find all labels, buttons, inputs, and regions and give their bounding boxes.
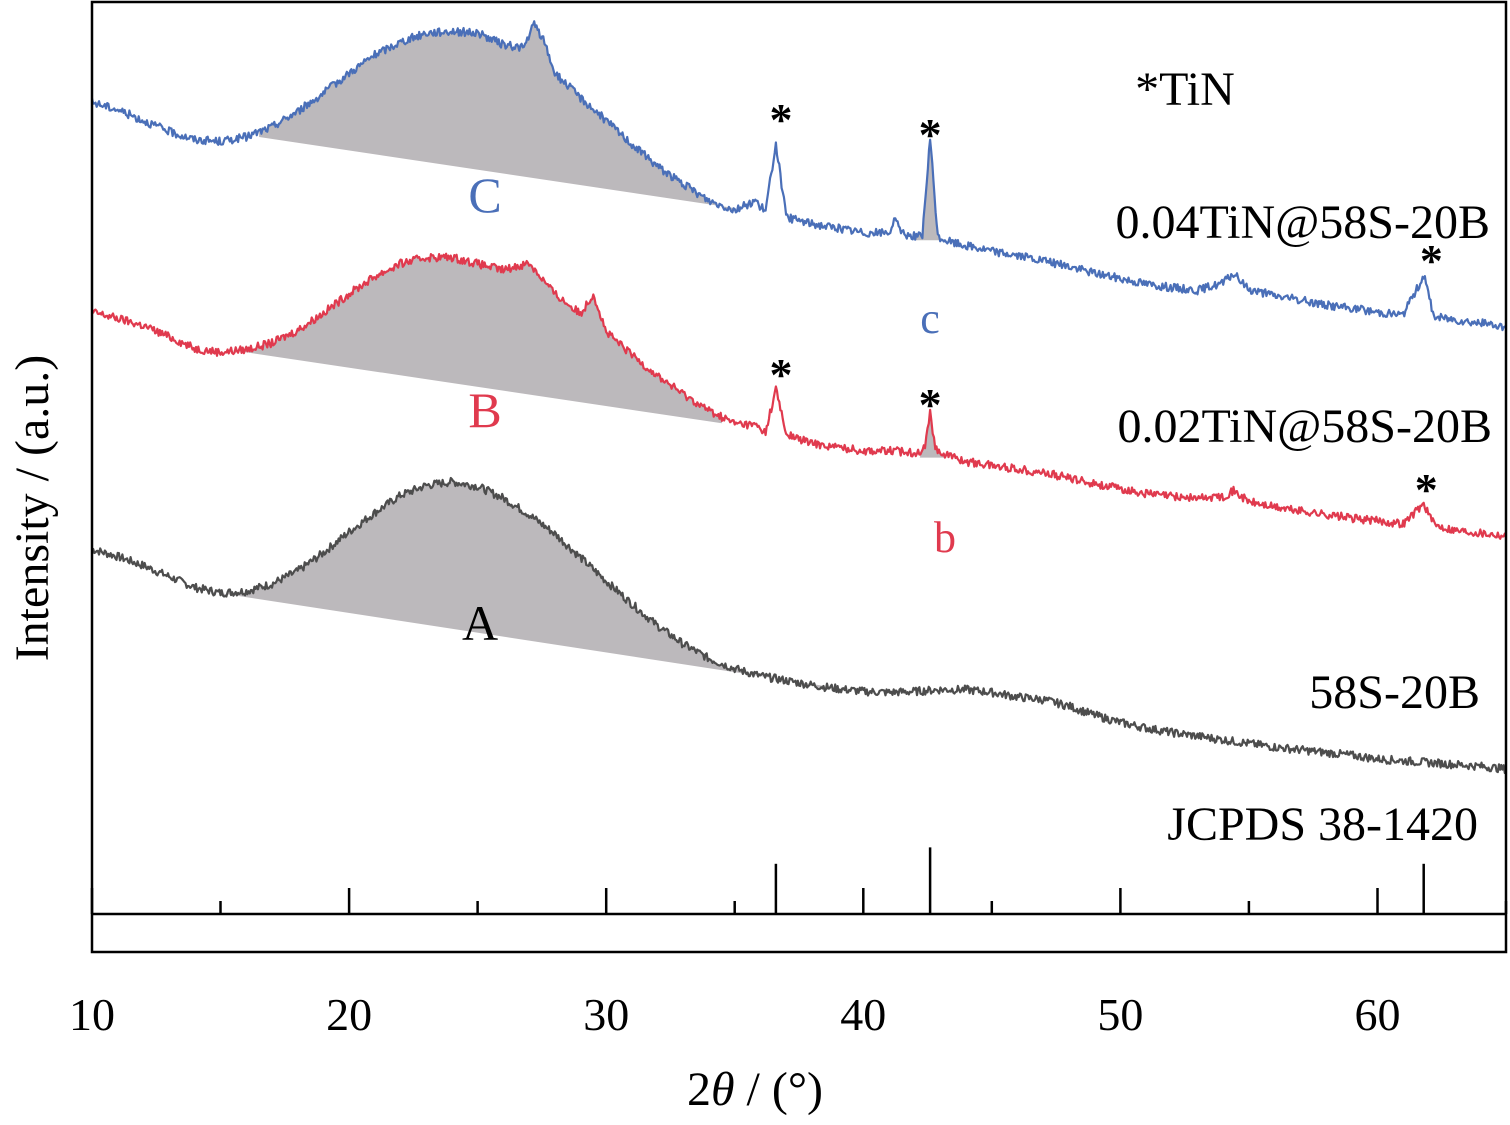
crystalline-label-c: c: [920, 294, 940, 343]
x-axis-ticks: 10 20 30 40 50 60: [69, 888, 1508, 1040]
crystalline-region-c: [914, 139, 946, 242]
series-lines: [90, 20, 1508, 775]
tin-marker-legend: *TiN: [1135, 63, 1235, 116]
amorphous-region-B: [233, 253, 722, 424]
reference-peaks: [774, 847, 1425, 914]
x-tick-label: 20: [326, 989, 372, 1040]
x-tick-label: 50: [1097, 989, 1143, 1040]
series-line-0: [91, 476, 1508, 775]
amorphous-label-C: C: [468, 167, 501, 223]
amorphous-label-A: A: [462, 595, 498, 651]
tin-marker: *: [919, 109, 942, 160]
amorphous-label-B: B: [468, 382, 501, 438]
x-tick-label: 60: [1355, 989, 1401, 1040]
amorphous-region-A: [207, 478, 825, 691]
x-tick-label: 40: [840, 989, 886, 1040]
series-line-1: [91, 252, 1507, 540]
series-line-2: [90, 20, 1507, 332]
tin-marker: *: [1415, 464, 1438, 515]
x-tick-label: 30: [583, 989, 629, 1040]
series-annotations: A B Cb c * * * * * *: [462, 94, 1443, 651]
tin-marker: *: [770, 349, 793, 400]
shaded-regions: [207, 21, 946, 691]
y-axis-label: Intensity / (a.u.): [6, 355, 59, 662]
series-name-58S-20B: 58S-20B: [1309, 666, 1480, 719]
crystalline-label-b: b: [934, 513, 956, 562]
reference-card-label: JCPDS 38-1420: [1167, 798, 1478, 851]
series-name-0.02TiN: 0.02TiN@58S-20B: [1117, 400, 1492, 453]
x-tick-label: 10: [69, 989, 115, 1040]
plot-frame: [90, 0, 1508, 954]
x-axis-label: 2θ / (°): [687, 1063, 823, 1116]
tin-marker: *: [770, 94, 793, 145]
series-name-0.04TiN: 0.04TiN@58S-20B: [1115, 196, 1490, 249]
tin-marker: *: [1420, 235, 1443, 286]
tin-marker: *: [919, 379, 942, 430]
amorphous-region-C: [259, 21, 735, 213]
